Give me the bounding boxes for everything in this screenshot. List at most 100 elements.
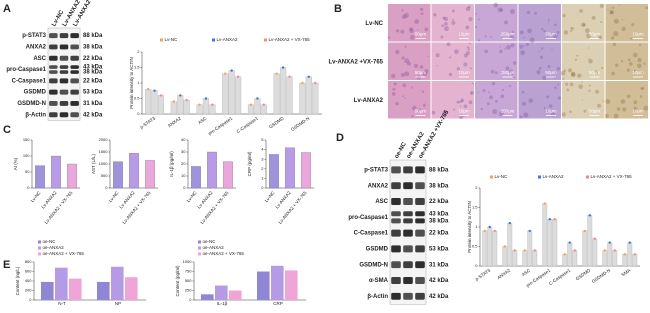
panel-label: B (334, 3, 342, 15)
tissue-texture (519, 44, 524, 49)
row-label: Lv-ANXA2 +VX-765 (328, 59, 383, 65)
histology-image (388, 81, 431, 119)
legend-label: oe-ANXA2 (203, 245, 225, 250)
scale-label: 10μm (545, 109, 557, 114)
tissue-texture (414, 19, 420, 25)
y-tick-label: 0 (105, 185, 108, 190)
legend-swatch (490, 175, 493, 179)
bar (145, 160, 155, 189)
x-tick-label: p-STAT3 (139, 115, 156, 129)
tissue-texture (442, 16, 446, 20)
tissue-texture (626, 68, 630, 72)
blot-band (391, 218, 401, 224)
panel-label: E (3, 259, 10, 271)
y-tick-label: 0 (29, 297, 32, 302)
bar (632, 254, 638, 267)
bar (487, 226, 493, 267)
bar (285, 270, 298, 300)
tissue-texture (508, 84, 512, 88)
legend-swatch (38, 240, 41, 244)
bar-dot (288, 75, 291, 79)
histology-image (518, 81, 561, 119)
x-tick-label: ANXA2 (167, 115, 182, 128)
y-tick-label: 1 (137, 80, 140, 85)
scale-label: 250μm (501, 32, 515, 37)
bar (271, 265, 284, 300)
tissue-texture (404, 45, 407, 48)
y-tick-label: 500 (101, 173, 108, 178)
tissue-texture (529, 37, 535, 43)
tissue-texture (456, 100, 460, 104)
histology-image (388, 4, 431, 42)
tissue-texture (501, 88, 505, 92)
tissue-texture (563, 69, 567, 73)
tissue-texture (416, 29, 419, 31)
y-tick-label: 0 (475, 263, 478, 268)
tissue-texture (601, 66, 604, 70)
tissue-texture (400, 72, 405, 77)
tissue-texture (627, 58, 631, 62)
tissue-texture (443, 16, 449, 22)
scale-label: 10μm (458, 70, 470, 75)
x-tick-label: Lv-ANXA2 + VX-765 (43, 190, 74, 225)
tissue-texture (579, 8, 584, 13)
tissue-texture (465, 6, 471, 12)
blot-band (415, 292, 425, 300)
tissue-texture (395, 29, 400, 33)
tissue-texture (402, 95, 404, 97)
bar-dot (513, 249, 516, 252)
legend-swatch (38, 252, 41, 256)
tissue-texture (570, 71, 576, 77)
blot-band (403, 245, 413, 253)
tissue-texture (500, 71, 503, 74)
bar (552, 219, 558, 267)
tissue-texture (433, 12, 437, 17)
y-tick-label: 2000 (99, 137, 109, 142)
bar (223, 161, 233, 189)
tissue-texture (459, 105, 462, 107)
tissue-texture (534, 11, 538, 15)
tissue-texture (422, 70, 428, 77)
tissue-texture (523, 45, 526, 47)
blot-band (70, 65, 79, 69)
tissue-texture (583, 109, 587, 113)
bar-dot (588, 214, 591, 217)
blot-band (391, 166, 401, 174)
bar (582, 230, 588, 267)
tissue-texture (411, 105, 417, 111)
tissue-texture (602, 100, 605, 103)
tissue-texture (563, 30, 569, 35)
tissue-texture (588, 58, 590, 60)
tissue-texture (509, 34, 515, 39)
blot-band (403, 198, 413, 205)
y-tick-label: 1500 (99, 149, 109, 154)
y-tick-label: 750 (185, 269, 192, 274)
y-axis-label: AST (U/L) (91, 154, 96, 174)
histology-image (605, 4, 648, 42)
tissue-texture (505, 66, 510, 71)
x-tick-label: GSDMD-N (290, 116, 310, 132)
scale-label: 10μm (632, 70, 644, 75)
bar (177, 95, 184, 115)
blot-band (403, 182, 413, 190)
tissue-texture (613, 113, 619, 119)
histology-image (562, 81, 605, 119)
bar (69, 278, 82, 300)
blot-row-label: ANXA2 (26, 45, 47, 51)
tissue-texture (513, 76, 516, 79)
tissue-texture (552, 32, 558, 39)
tissue-texture (615, 63, 619, 68)
bar (280, 67, 287, 115)
tissue-texture (557, 96, 562, 100)
blot-band (391, 229, 401, 237)
tissue-texture (637, 57, 642, 63)
tissue-texture (477, 91, 479, 93)
tissue-texture (640, 71, 643, 74)
bar-dot (613, 249, 616, 252)
bar (229, 290, 242, 300)
tissue-texture (511, 72, 514, 75)
tissue-texture (475, 13, 478, 15)
tissue-texture (392, 87, 396, 91)
x-tick-label: C-Caspase1 (548, 267, 572, 286)
blot-band (49, 112, 58, 118)
